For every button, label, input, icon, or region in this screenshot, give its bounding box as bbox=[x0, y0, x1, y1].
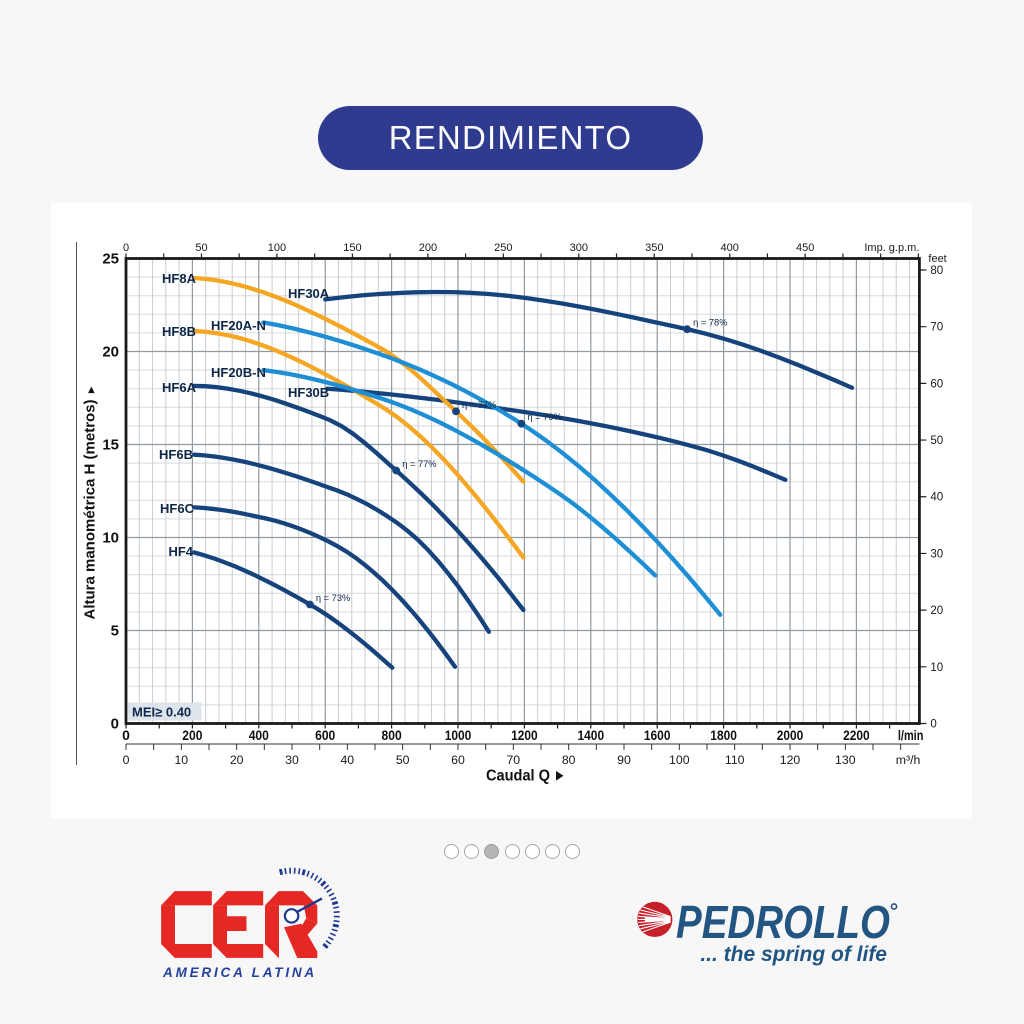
svg-text:450: 450 bbox=[796, 242, 814, 254]
svg-text:1800: 1800 bbox=[710, 727, 737, 743]
svg-text:130: 130 bbox=[835, 753, 856, 767]
svg-text:1600: 1600 bbox=[644, 727, 671, 743]
svg-text:10: 10 bbox=[930, 662, 943, 674]
svg-text:70: 70 bbox=[930, 322, 943, 334]
svg-text:200: 200 bbox=[419, 242, 437, 254]
svg-text:HF6A: HF6A bbox=[162, 380, 197, 395]
svg-text:50: 50 bbox=[195, 242, 207, 254]
svg-text:350: 350 bbox=[645, 242, 663, 254]
svg-text:m³/h: m³/h bbox=[896, 753, 921, 767]
svg-text:40: 40 bbox=[930, 492, 943, 504]
svg-text:5: 5 bbox=[111, 623, 119, 640]
svg-text:400: 400 bbox=[249, 727, 269, 743]
svg-text:800: 800 bbox=[382, 727, 402, 743]
svg-text:feet: feet bbox=[928, 253, 946, 265]
svg-text:20: 20 bbox=[102, 344, 119, 361]
svg-text:20: 20 bbox=[230, 753, 244, 767]
svg-text:0: 0 bbox=[111, 716, 119, 733]
svg-text:η = 77%: η = 77% bbox=[462, 400, 496, 410]
svg-text:Caudal Q: Caudal Q bbox=[486, 768, 550, 785]
svg-text:PEDROLLO: PEDROLLO bbox=[676, 896, 890, 948]
svg-text:30: 30 bbox=[930, 548, 943, 560]
svg-text:HF8B: HF8B bbox=[162, 324, 196, 339]
svg-text:50: 50 bbox=[396, 753, 410, 767]
svg-text:60: 60 bbox=[451, 753, 465, 767]
svg-text:110: 110 bbox=[725, 753, 745, 767]
svg-text:HF6C: HF6C bbox=[160, 501, 195, 516]
svg-text:AMERICA LATINA: AMERICA LATINA bbox=[162, 965, 317, 980]
svg-text:20: 20 bbox=[930, 605, 943, 617]
svg-text:10: 10 bbox=[102, 530, 119, 547]
svg-text:0: 0 bbox=[123, 753, 130, 767]
svg-text:1200: 1200 bbox=[511, 727, 538, 743]
svg-text:40: 40 bbox=[340, 753, 354, 767]
svg-text:300: 300 bbox=[570, 242, 588, 254]
svg-text:HF30A: HF30A bbox=[288, 286, 330, 301]
svg-text:Imp. g.p.m.: Imp. g.p.m. bbox=[864, 242, 919, 254]
svg-text:HF30B: HF30B bbox=[288, 385, 329, 400]
svg-text:80: 80 bbox=[930, 265, 943, 277]
svg-text:HF4: HF4 bbox=[168, 544, 193, 559]
svg-text:200: 200 bbox=[182, 727, 202, 743]
svg-text:HF20B-N: HF20B-N bbox=[211, 365, 266, 380]
svg-text:MEI≥ 0.40: MEI≥ 0.40 bbox=[132, 705, 191, 720]
svg-text:60: 60 bbox=[930, 378, 943, 390]
svg-text:15: 15 bbox=[102, 437, 119, 454]
svg-text:90: 90 bbox=[617, 753, 631, 767]
svg-text:50: 50 bbox=[930, 435, 943, 447]
svg-text:η = 79%: η = 79% bbox=[527, 412, 561, 422]
svg-text:0: 0 bbox=[122, 727, 130, 743]
svg-text:30: 30 bbox=[285, 753, 299, 767]
svg-text:100: 100 bbox=[669, 753, 690, 767]
svg-text:120: 120 bbox=[780, 753, 801, 767]
svg-text:η = 78%: η = 78% bbox=[693, 318, 727, 328]
svg-text:100: 100 bbox=[268, 242, 286, 254]
svg-text:l/min: l/min bbox=[898, 727, 924, 743]
svg-text:10: 10 bbox=[174, 753, 188, 767]
svg-text:η = 77%: η = 77% bbox=[402, 459, 436, 469]
svg-text:25: 25 bbox=[102, 251, 119, 268]
svg-text:600: 600 bbox=[315, 727, 335, 743]
svg-text:150: 150 bbox=[343, 242, 361, 254]
svg-text:0: 0 bbox=[930, 719, 936, 731]
svg-text:HF20A-N: HF20A-N bbox=[211, 318, 266, 333]
svg-text:70: 70 bbox=[506, 753, 520, 767]
svg-text:0: 0 bbox=[123, 242, 129, 254]
svg-text:80: 80 bbox=[562, 753, 576, 767]
svg-text:250: 250 bbox=[494, 242, 512, 254]
svg-text:1000: 1000 bbox=[445, 727, 472, 743]
svg-text:HF6B: HF6B bbox=[159, 447, 193, 462]
svg-text:2000: 2000 bbox=[777, 727, 804, 743]
svg-text:HF8A: HF8A bbox=[162, 271, 197, 286]
svg-text:400: 400 bbox=[721, 242, 739, 254]
svg-text:1400: 1400 bbox=[578, 727, 605, 743]
svg-text:2200: 2200 bbox=[843, 727, 870, 743]
svg-text:... the spring of life: ... the spring of life bbox=[700, 943, 887, 966]
svg-text:η = 73%: η = 73% bbox=[316, 593, 350, 603]
